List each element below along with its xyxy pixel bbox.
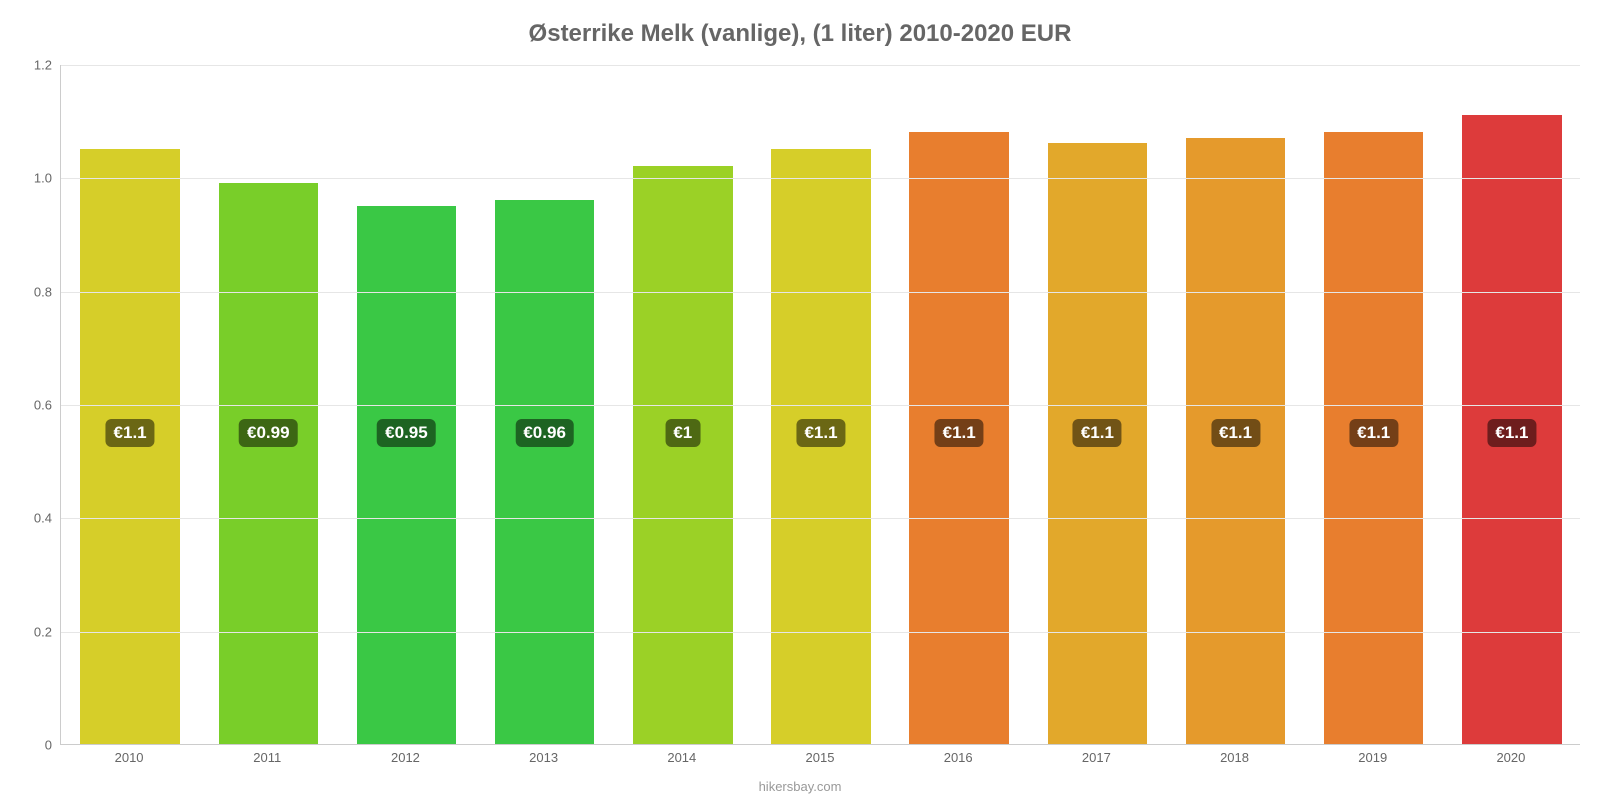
bar-value-label: €1.1 xyxy=(796,419,845,447)
x-tick-label: 2017 xyxy=(1082,750,1111,765)
gridline xyxy=(61,65,1580,66)
chart-title: Østerrike Melk (vanlige), (1 liter) 2010… xyxy=(0,20,1600,48)
bar xyxy=(633,166,732,744)
y-tick-label: 0.4 xyxy=(2,511,52,526)
x-tick-label: 2011 xyxy=(253,750,281,765)
bar-value-label: €1.1 xyxy=(1073,419,1122,447)
gridline xyxy=(61,292,1580,293)
bar-value-label: €0.95 xyxy=(377,419,436,447)
y-tick-label: 0.8 xyxy=(2,284,52,299)
y-tick-label: 0.2 xyxy=(2,624,52,639)
bar-value-label: €0.99 xyxy=(239,419,298,447)
y-tick-label: 1.0 xyxy=(2,171,52,186)
gridline xyxy=(61,178,1580,179)
bar xyxy=(219,183,318,744)
y-tick-label: 0.6 xyxy=(2,398,52,413)
bar-value-label: €1.1 xyxy=(1349,419,1398,447)
x-tick-label: 2014 xyxy=(667,750,696,765)
y-tick-label: 0 xyxy=(2,738,52,753)
x-tick-label: 2019 xyxy=(1358,750,1387,765)
plot-area: €1.1 €0.99 €0.95 €0.96 €1 €1.1 €1.1 €1.1 €1.1 €1.… xyxy=(60,65,1580,745)
x-tick-label: 2013 xyxy=(529,750,558,765)
y-tick-label: 1.2 xyxy=(2,58,52,73)
bar-value-label: €1.1 xyxy=(106,419,155,447)
gridline xyxy=(61,405,1580,406)
x-tick-label: 2016 xyxy=(944,750,973,765)
bar-value-label: €1 xyxy=(665,419,700,447)
bar xyxy=(495,200,594,744)
x-tick-label: 2018 xyxy=(1220,750,1249,765)
bar-value-label: €1.1 xyxy=(1487,419,1536,447)
x-tick-label: 2010 xyxy=(115,750,144,765)
attribution-text: hikersbay.com xyxy=(0,779,1600,794)
x-tick-label: 2020 xyxy=(1496,750,1525,765)
milk-price-chart: Østerrike Melk (vanlige), (1 liter) 2010… xyxy=(0,0,1600,800)
gridline xyxy=(61,632,1580,633)
x-tick-label: 2015 xyxy=(806,750,835,765)
bar xyxy=(357,206,456,744)
bar-value-label: €0.96 xyxy=(515,419,574,447)
bar-value-label: €1.1 xyxy=(1211,419,1260,447)
x-tick-label: 2012 xyxy=(391,750,420,765)
bar-value-label: €1.1 xyxy=(935,419,984,447)
gridline xyxy=(61,518,1580,519)
